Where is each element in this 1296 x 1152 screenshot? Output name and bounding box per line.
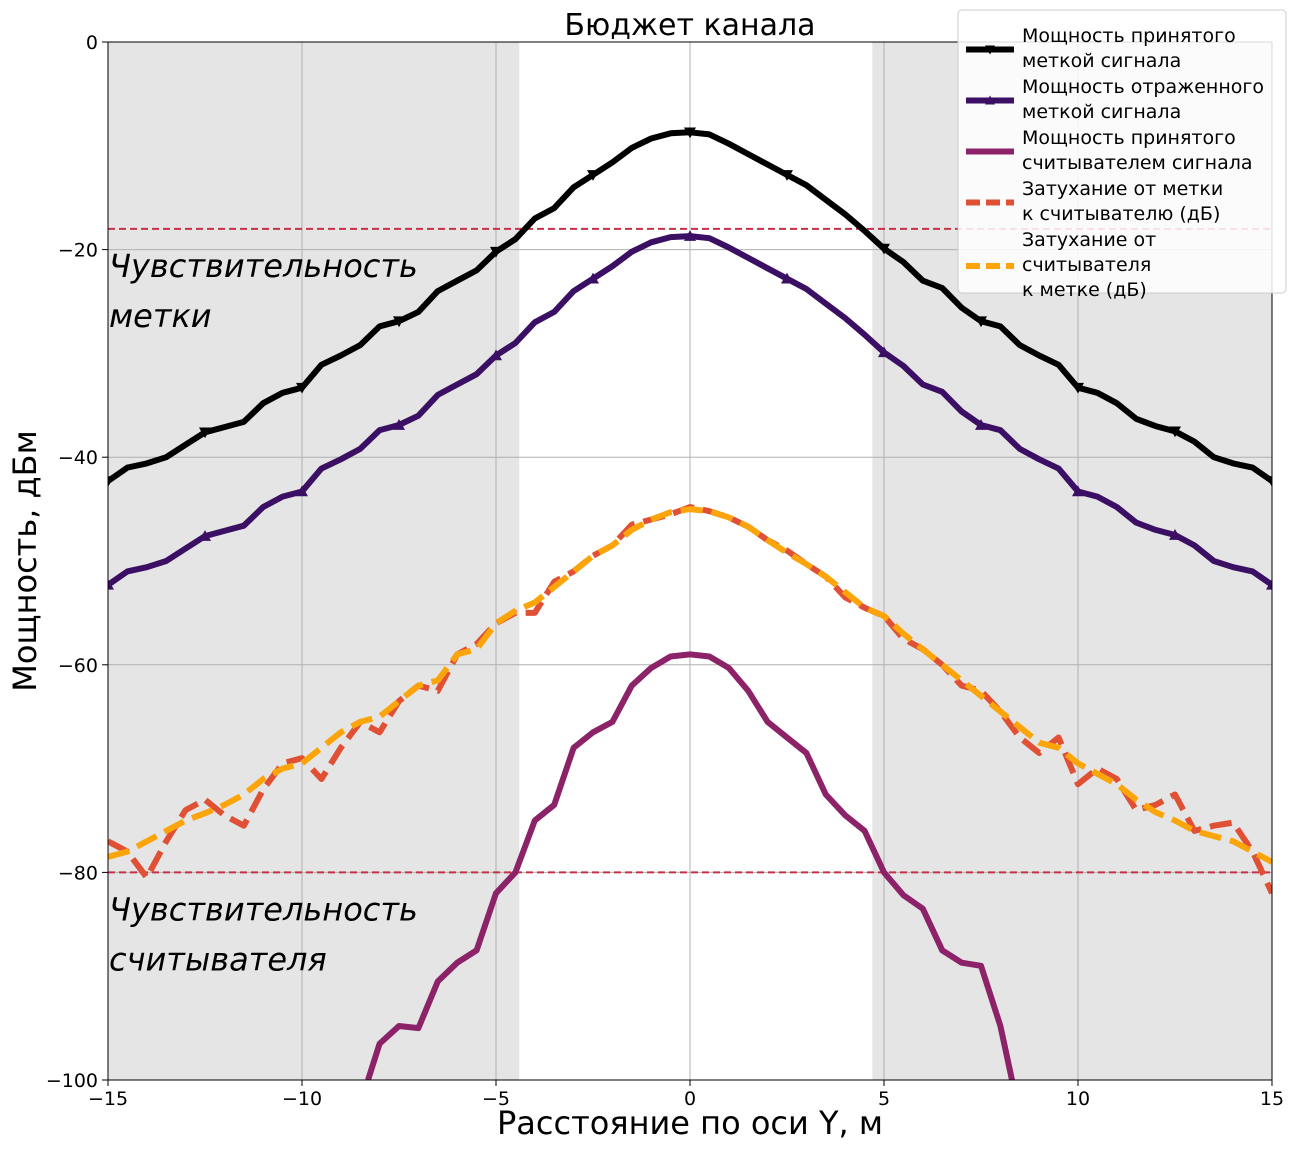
y-tick-label: −40 xyxy=(58,447,98,469)
series-line-2 xyxy=(365,651,1015,1080)
threshold-labels: Чувствительность метки Чувствительность счи… xyxy=(109,247,418,979)
legend-label: меткой сигнала xyxy=(1022,101,1181,123)
y-axis-label: Мощность, дБм xyxy=(6,430,44,691)
series-line-4 xyxy=(108,506,1272,865)
legend-label: меткой сигнала xyxy=(1022,50,1181,72)
chart-title: Бюджет канала xyxy=(564,8,815,43)
legend-label: Мощность принятого xyxy=(1022,127,1236,149)
series-marker xyxy=(1169,426,1181,438)
y-tick-label: −80 xyxy=(58,862,98,884)
legend: Мощность принятого меткой сигнала Мощность… xyxy=(957,9,1287,301)
legend-label: считывателем сигнала xyxy=(1022,152,1253,174)
x-tick-label: −15 xyxy=(88,1088,128,1110)
x-tick-label: 0 xyxy=(684,1088,696,1110)
x-axis-label: Расстояние по оси Y, м xyxy=(497,1104,883,1142)
series-marker xyxy=(781,170,793,181)
y-tick-label: −100 xyxy=(46,1070,98,1092)
series-marker xyxy=(296,485,308,497)
legend-label: к считывателю (дБ) xyxy=(1022,203,1220,225)
y-tick-label: −20 xyxy=(58,240,98,262)
x-tick-label: 15 xyxy=(1260,1088,1284,1110)
series-marker xyxy=(1072,485,1084,497)
threshold-label: считывателя xyxy=(109,940,327,978)
series-marker xyxy=(1266,476,1272,488)
threshold-label: метки xyxy=(109,297,212,335)
x-tick-label: −10 xyxy=(282,1088,322,1110)
series-marker xyxy=(490,349,502,361)
legend-label: Затухание от xyxy=(1022,229,1156,251)
series-marker xyxy=(975,316,987,328)
series-marker xyxy=(684,127,696,139)
legend-marker xyxy=(985,95,995,105)
legend-box xyxy=(957,9,1287,294)
series-marker xyxy=(199,530,211,541)
series-marker xyxy=(587,170,599,181)
series-marker xyxy=(878,346,890,358)
series-marker xyxy=(108,578,114,590)
series-marker xyxy=(781,272,793,284)
series-marker xyxy=(1169,529,1181,540)
series-marker xyxy=(393,419,405,430)
series-marker xyxy=(684,230,696,241)
legend-marker xyxy=(985,45,995,55)
series-marker xyxy=(1266,578,1272,590)
series-marker xyxy=(1072,382,1084,394)
y-tick-label: −60 xyxy=(58,655,98,677)
series-marker xyxy=(878,243,890,255)
x-tick-label: 5 xyxy=(878,1088,890,1110)
series-layer xyxy=(108,127,1272,1080)
series-marker xyxy=(296,382,308,394)
x-tick-label: 10 xyxy=(1066,1088,1090,1110)
series-marker xyxy=(587,272,599,284)
axis-ticks: −15 −10 −5 0 5 10 15 0 −20 −40 −60 −80 −100 xyxy=(46,32,1284,1110)
legend-label: Мощность принятого xyxy=(1022,25,1236,47)
series-marker xyxy=(975,419,987,430)
shaded-region-0 xyxy=(108,42,520,1080)
x-tick-label: −5 xyxy=(482,1088,510,1110)
series-marker xyxy=(490,246,502,258)
legend-label: Затухание от метки xyxy=(1022,178,1223,200)
legend-label: Мощность отраженного xyxy=(1022,76,1264,98)
series-marker xyxy=(108,476,114,488)
y-tick-label: 0 xyxy=(86,32,98,54)
legend-label: считывателя xyxy=(1022,254,1151,276)
threshold-label: Чувствительность xyxy=(109,890,418,928)
legend-label: к метке (дБ) xyxy=(1022,279,1147,301)
series-marker xyxy=(393,316,405,328)
threshold-label: Чувствительность xyxy=(109,247,418,285)
series-marker xyxy=(199,427,211,439)
